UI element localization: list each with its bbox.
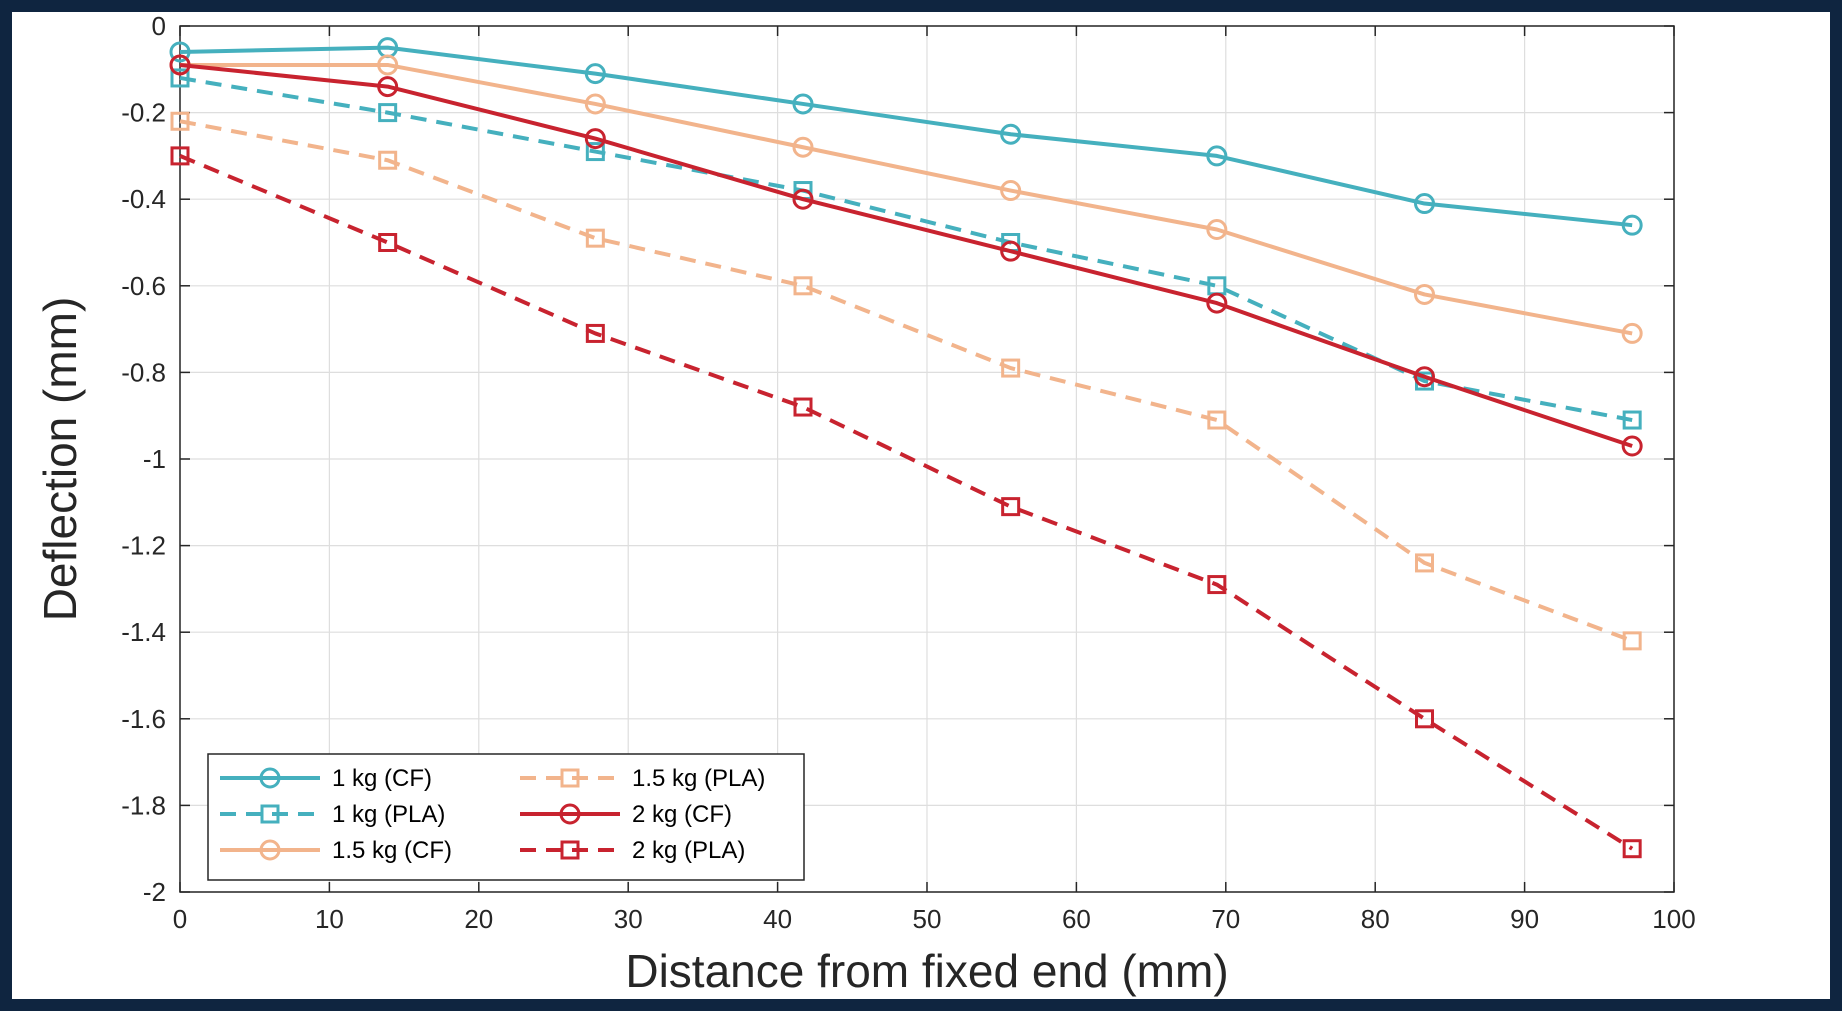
data-point xyxy=(585,228,605,248)
data-point xyxy=(584,128,606,150)
series-line xyxy=(179,154,1634,851)
data-point xyxy=(1001,358,1021,378)
x-tick-label: 90 xyxy=(1510,904,1539,934)
y-tick-label: -0.4 xyxy=(121,184,166,214)
data-point xyxy=(585,323,605,343)
data-point xyxy=(793,276,813,296)
legend-item: 1.5 kg (PLA) xyxy=(520,765,765,792)
x-tick-label: 80 xyxy=(1361,904,1390,934)
series-line xyxy=(179,62,1633,448)
data-point xyxy=(584,93,606,115)
legend-marker xyxy=(259,767,281,789)
legend-item: 1 kg (PLA) xyxy=(220,801,445,828)
figure-frame: 0 10 20 30 40 50 60 70 80 90 100 0 -0.2 -0.4 -0.6 -0.8 -… xyxy=(12,12,1830,999)
x-tick-label: 100 xyxy=(1652,904,1695,934)
legend-marker xyxy=(560,768,580,788)
data-point xyxy=(1622,410,1642,430)
legend-marker xyxy=(559,803,581,825)
legend-label: 1 kg (CF) xyxy=(332,765,432,792)
data-point xyxy=(1415,553,1435,573)
y-tick-label: -1.4 xyxy=(121,617,166,647)
series-1-5-kg-pla- xyxy=(170,111,1642,651)
series-line xyxy=(179,45,1633,228)
legend-marker xyxy=(259,839,281,861)
series-line xyxy=(180,62,1633,336)
series-1-kg-cf- xyxy=(169,37,1643,236)
legend-item: 1 kg (CF) xyxy=(220,765,432,792)
data-point xyxy=(792,188,814,210)
data-point xyxy=(1207,410,1227,430)
data-point xyxy=(378,150,398,170)
data-point xyxy=(1414,193,1436,215)
data-point xyxy=(585,142,605,162)
y-tick-label: -1.2 xyxy=(121,531,166,561)
axis-ticks: 0 10 20 30 40 50 60 70 80 90 100 0 -0.2 -0.4 -0.6 -0.8 -… xyxy=(121,12,1696,934)
series-line xyxy=(179,119,1633,643)
x-tick-label: 20 xyxy=(464,904,493,934)
legend-label: 1.5 kg (PLA) xyxy=(632,765,765,792)
legend-label: 1.5 kg (CF) xyxy=(332,837,452,864)
x-tick-label: 50 xyxy=(913,904,942,934)
data-point xyxy=(793,397,813,417)
data-point xyxy=(1621,214,1643,236)
series-2-kg-cf- xyxy=(169,54,1643,457)
legend-box xyxy=(207,753,805,881)
data-point xyxy=(584,63,606,85)
data-point xyxy=(1414,283,1436,305)
data-point xyxy=(1000,123,1022,145)
data-point xyxy=(1414,366,1436,388)
y-tick-label: 0 xyxy=(152,12,166,41)
x-tick-label: 40 xyxy=(763,904,792,934)
data-point xyxy=(1621,435,1643,457)
data-point xyxy=(1207,575,1227,595)
legend-item: 1.5 kg (CF) xyxy=(220,837,452,864)
data-point xyxy=(792,136,814,158)
data-point xyxy=(378,103,398,123)
data-point xyxy=(170,146,190,166)
legend-marker xyxy=(560,840,580,860)
data-point xyxy=(1621,322,1643,344)
legend-item: 2 kg (CF) xyxy=(520,801,732,828)
y-tick-label: -2 xyxy=(143,877,166,907)
series-2-kg-pla- xyxy=(170,146,1642,859)
x-tick-label: 30 xyxy=(614,904,643,934)
y-tick-label: -0.2 xyxy=(121,98,166,128)
y-tick-label: -1 xyxy=(143,444,166,474)
y-tick-label: -1.6 xyxy=(121,704,166,734)
data-point xyxy=(1001,497,1021,517)
legend-item: 2 kg (PLA) xyxy=(520,837,745,864)
data-point xyxy=(1000,240,1022,262)
x-axis-title: Distance from fixed end (mm) xyxy=(625,945,1228,997)
data-point xyxy=(169,41,191,63)
series-layer xyxy=(169,37,1643,859)
data-point xyxy=(1622,631,1642,651)
legend-label: 2 kg (PLA) xyxy=(632,837,745,864)
legend-label: 1 kg (PLA) xyxy=(332,801,445,828)
y-tick-label: -1.8 xyxy=(121,790,166,820)
deflection-chart: 0 10 20 30 40 50 60 70 80 90 100 0 -0.2 -0.4 -0.6 -0.8 -… xyxy=(34,12,1696,997)
legend: 1 kg (CF) 1.5 kg (PLA) 1 kg (PLA) 2 kg (CF)… xyxy=(207,753,805,881)
x-tick-label: 70 xyxy=(1211,904,1240,934)
x-tick-label: 60 xyxy=(1062,904,1091,934)
data-point xyxy=(1622,839,1642,859)
data-point xyxy=(169,54,191,76)
data-point xyxy=(1206,145,1228,167)
data-point xyxy=(1206,219,1228,241)
y-tick-label: -0.6 xyxy=(121,271,166,301)
data-point xyxy=(792,93,814,115)
data-point xyxy=(1206,292,1228,314)
data-point xyxy=(170,111,190,131)
legend-label: 2 kg (CF) xyxy=(632,801,732,828)
data-point xyxy=(377,54,399,76)
data-point xyxy=(170,68,190,88)
x-tick-label: 10 xyxy=(315,904,344,934)
data-point xyxy=(1415,709,1435,729)
data-point xyxy=(377,76,399,98)
data-point xyxy=(378,233,398,252)
y-tick-label: -0.8 xyxy=(121,357,166,387)
data-point xyxy=(1000,180,1022,202)
x-tick-label: 0 xyxy=(173,904,187,934)
y-axis-title: Deflection (mm) xyxy=(34,297,86,622)
legend-marker xyxy=(260,804,280,824)
